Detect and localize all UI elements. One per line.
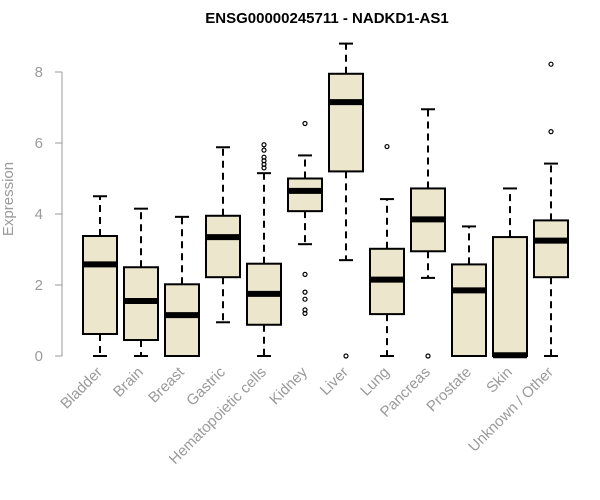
iqr-box: [205, 214, 241, 279]
box-unknown-other: [533, 61, 569, 357]
y-tick-label: 4: [35, 206, 43, 223]
box-liver: [328, 42, 364, 359]
boxes-group: [82, 42, 569, 359]
outlier-point: [548, 61, 554, 67]
box-skin: [492, 187, 528, 359]
x-tick-label: Brain: [110, 364, 147, 401]
y-axis: 0 2 4 6 8: [35, 64, 63, 365]
box-hematopoietic-cells: [246, 142, 282, 357]
iqr-box: [82, 235, 118, 335]
outlier-point: [302, 271, 308, 277]
x-tick-label: Breast: [145, 363, 188, 406]
outlier-point: [261, 142, 267, 148]
iqr-box: [492, 236, 528, 357]
outlier-point: [302, 289, 308, 295]
box-bladder: [82, 195, 118, 357]
x-tick-label: Kidney: [266, 363, 311, 408]
outlier-point: [261, 154, 267, 160]
box-kidney: [287, 120, 323, 316]
outlier-point: [302, 120, 308, 127]
outlier-point: [261, 147, 267, 153]
box-pancreas: [410, 108, 446, 359]
iqr-box: [533, 219, 569, 279]
box-breast: [164, 215, 200, 358]
x-tick-label: Skin: [483, 364, 516, 397]
y-tick-label: 8: [35, 64, 43, 81]
iqr-box: [164, 283, 200, 358]
y-axis-label: Expression: [0, 162, 17, 236]
x-tick-label: Bladder: [57, 364, 106, 413]
box-lung: [369, 143, 405, 357]
box-prostate: [451, 225, 487, 357]
iqr-box: [328, 72, 364, 173]
x-tick-label: Prostate: [423, 364, 475, 416]
box-brain: [123, 207, 159, 357]
y-tick-label: 2: [35, 277, 43, 294]
chart-title: ENSG00000245711 - NADKD1-AS1: [205, 10, 448, 27]
iqr-box: [287, 177, 323, 213]
outlier-point: [548, 129, 554, 135]
x-tick-label: Lung: [357, 364, 393, 400]
y-tick-label: 6: [35, 135, 43, 152]
outlier-point: [384, 143, 390, 150]
outlier-point: [343, 353, 349, 359]
iqr-box: [451, 263, 487, 357]
outlier-point: [302, 296, 308, 302]
outlier-point: [302, 310, 308, 316]
outlier-point: [425, 353, 431, 359]
box-gastric: [205, 146, 241, 324]
x-tick-label: Liver: [317, 364, 352, 399]
y-tick-label: 0: [35, 348, 43, 365]
